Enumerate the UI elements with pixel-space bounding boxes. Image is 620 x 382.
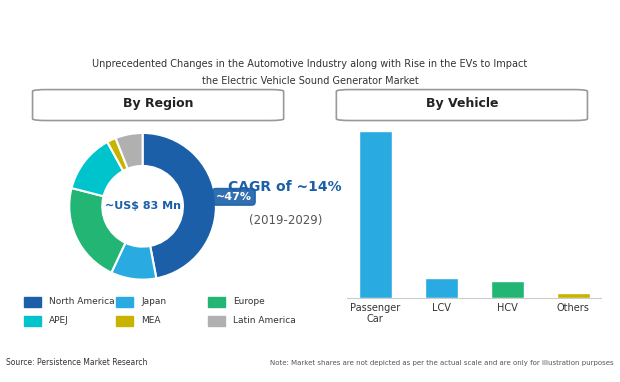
Text: CAGR of ~14%: CAGR of ~14% bbox=[228, 180, 342, 194]
Text: Latin America: Latin America bbox=[233, 316, 296, 325]
Bar bbox=[359, 131, 392, 298]
Text: By Region: By Region bbox=[123, 97, 193, 110]
FancyBboxPatch shape bbox=[32, 89, 283, 121]
Bar bbox=[491, 281, 524, 298]
Text: ~US$ 83 Mn: ~US$ 83 Mn bbox=[105, 201, 180, 211]
Text: Unprecedented Changes in the Automotive Industry along with Rise in the EVs to I: Unprecedented Changes in the Automotive … bbox=[92, 59, 528, 70]
Bar bbox=[116, 316, 133, 326]
Text: Europe: Europe bbox=[233, 297, 265, 306]
Bar bbox=[208, 316, 225, 326]
Bar bbox=[208, 297, 225, 307]
Wedge shape bbox=[112, 243, 156, 280]
Text: Global Electric Vehicle Sound Generator Market, 2019: Global Electric Vehicle Sound Generator … bbox=[19, 16, 563, 34]
Text: By Vehicle: By Vehicle bbox=[426, 97, 498, 110]
Wedge shape bbox=[143, 133, 216, 278]
Wedge shape bbox=[69, 188, 125, 273]
Text: ~47%: ~47% bbox=[192, 192, 252, 203]
Text: Japan: Japan bbox=[141, 297, 167, 306]
Text: North America: North America bbox=[49, 297, 115, 306]
Text: Source: Persistence Market Research: Source: Persistence Market Research bbox=[6, 358, 148, 367]
Text: APEJ: APEJ bbox=[49, 316, 69, 325]
Text: (2019-2029): (2019-2029) bbox=[249, 214, 322, 227]
Wedge shape bbox=[71, 142, 123, 196]
Bar bbox=[116, 297, 133, 307]
Text: the Electric Vehicle Sound Generator Market: the Electric Vehicle Sound Generator Mar… bbox=[202, 76, 418, 86]
Bar bbox=[557, 293, 590, 298]
Bar bbox=[425, 278, 458, 298]
Bar bbox=[24, 297, 41, 307]
FancyBboxPatch shape bbox=[336, 89, 588, 121]
Wedge shape bbox=[115, 133, 143, 169]
Bar bbox=[24, 316, 41, 326]
Text: MEA: MEA bbox=[141, 316, 161, 325]
Text: Note: Market shares are not depicted as per the actual scale and are only for il: Note: Market shares are not depicted as … bbox=[270, 360, 614, 366]
Wedge shape bbox=[107, 138, 128, 171]
